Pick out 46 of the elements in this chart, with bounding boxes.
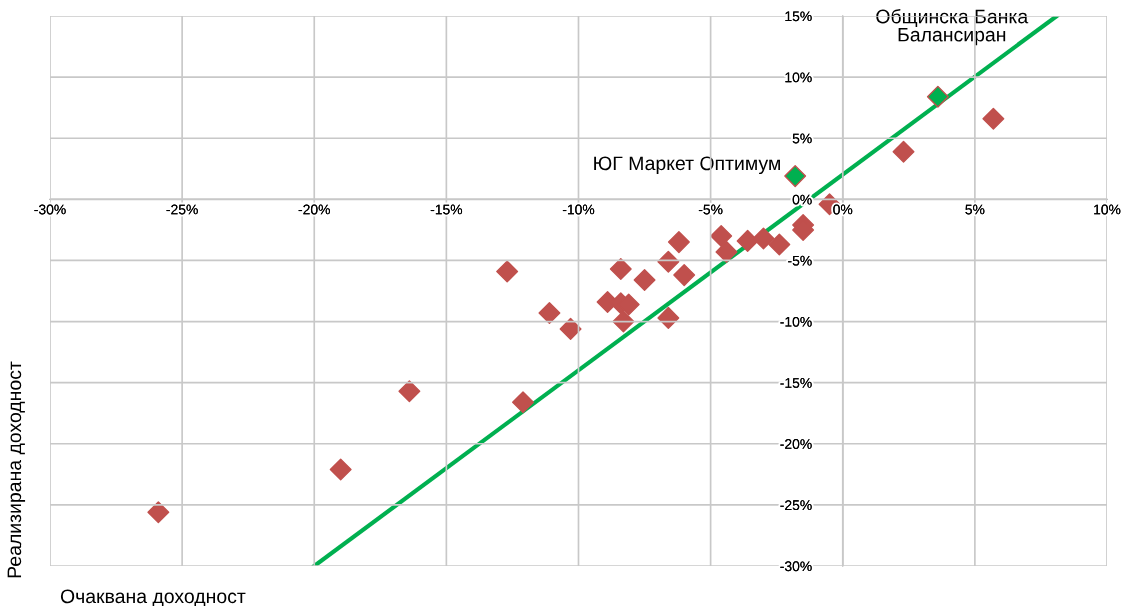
x-tick-label: -15% [430,204,463,215]
x-tick-label: -30% [34,204,66,215]
point [710,225,733,247]
y-tick-label: -10% [780,316,812,327]
point [512,391,535,414]
y-tick-label: -5% [788,255,812,266]
point [768,233,791,256]
y-tick-label: 0% [792,194,812,205]
point [633,269,656,291]
point [673,264,696,287]
x-axis-title: Очаквана доходност [60,589,246,606]
x-tick-label: 10% [1094,204,1121,215]
point [538,302,561,324]
annotation: Общинска Банка Балансиран [876,8,1029,46]
y-tick-label: -25% [780,500,812,511]
y-tick-label: 15% [785,11,812,22]
y-tick-label: 10% [785,72,812,83]
y-tick-label: -30% [780,561,812,572]
point [559,317,582,340]
point [736,229,759,252]
point [657,250,680,273]
point [398,380,421,403]
x-tick-label: 5% [965,204,985,215]
point [609,258,632,280]
point [667,231,690,254]
annotation: ЮГ Маркет Оптимум [594,156,780,175]
x-tick-label: -20% [298,204,330,215]
y-tick-label: -20% [780,439,812,449]
point [657,306,680,329]
point [496,260,519,283]
x-tick-label: 0% [833,204,853,215]
x-tick-label: -10% [562,204,595,215]
point [982,107,1005,130]
point [329,458,352,481]
point [892,140,915,163]
point [147,501,170,524]
y-tick-label: -15% [780,378,812,388]
point [715,240,738,263]
y-tick-label: 5% [792,133,812,144]
point [612,310,635,333]
point [926,85,949,108]
point [752,227,775,250]
x-tick-label: -25% [166,204,198,215]
y-axis-title: Реализирана доходност [7,361,26,578]
x-tick-label: -5% [698,204,723,215]
point [784,165,807,188]
